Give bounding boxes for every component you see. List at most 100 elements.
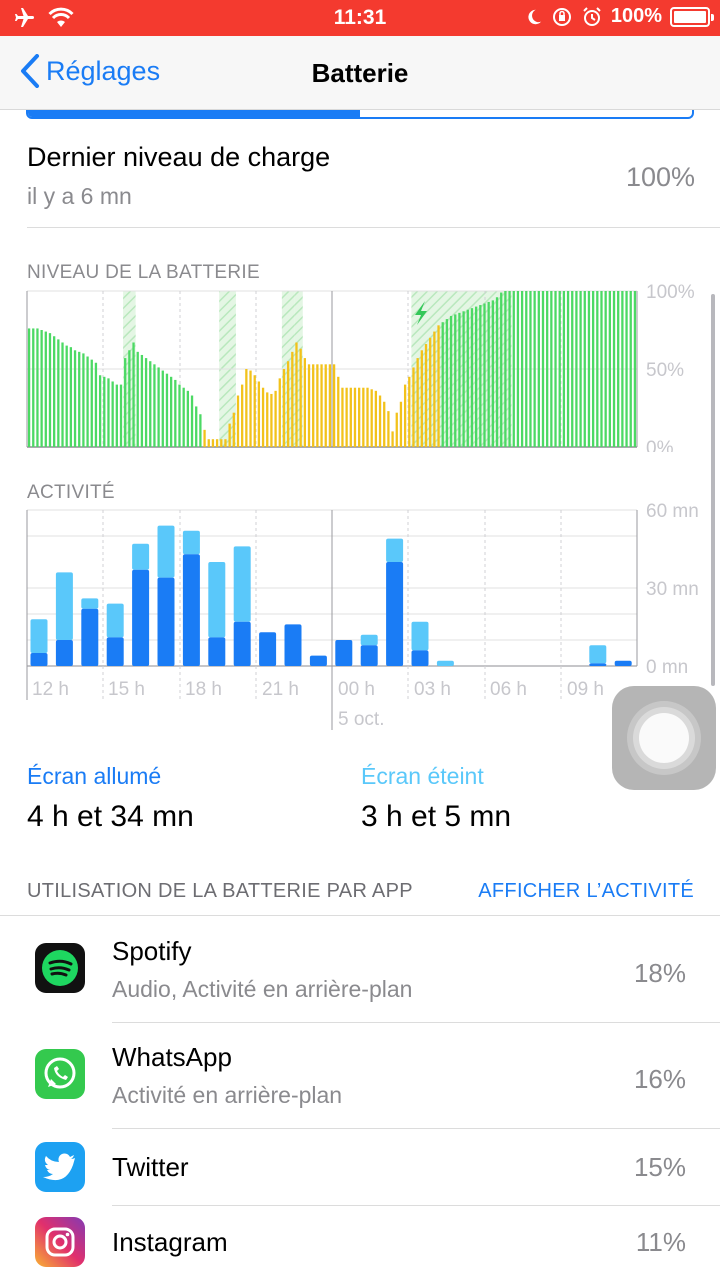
last-charge-time: il y a 6 mn [27,183,132,209]
status-time: 11:31 [333,6,387,29]
activity-bar-screen-on [411,650,429,666]
battery-bar [420,350,423,447]
period-segmented-control[interactable] [26,110,694,119]
battery-bar [479,305,482,447]
battery-bar [32,328,35,447]
battery-bar [358,387,361,447]
activity-bar-screen-on [106,637,124,666]
last-charge-value: 100% [625,162,695,192]
app-subtitle: Activité en arrière-plan [112,1082,343,1108]
apps-section-header: UTILISATION DE LA BATTERIE PAR APP AFFIC… [27,880,694,903]
activity-bar-screen-on [589,663,607,666]
navigation-bar: Réglages Batterie [0,36,720,110]
activity-bar-screen-on [360,645,378,666]
battery-bar [190,395,194,447]
battery-y-label: 100% [646,282,695,303]
activity-bar-screen-off [386,538,404,562]
app-row-spotify[interactable]: Spotify Audio, Activité en arrière-plan … [0,930,720,1022]
activity-bar-screen-on [233,621,251,666]
battery-bar [629,291,632,447]
battery-bar [579,291,582,447]
battery-bar [612,291,616,447]
battery-bar [575,291,578,447]
battery-bar [362,387,365,447]
status-bar: 11:31 100% [0,0,720,36]
app-name: WhatsApp [112,1042,232,1072]
battery-bar [462,311,465,447]
screen-off-label: Écran éteint [361,763,484,789]
assistive-touch-button[interactable] [612,686,716,790]
page-title: Batterie [311,58,409,88]
battery-bar [103,376,106,447]
activity-x-label: 06 h [490,679,527,700]
battery-bar [303,358,306,447]
battery-bar [596,291,599,447]
battery-bar [587,291,591,447]
battery-bar [424,344,428,447]
battery-bar [470,308,474,447]
battery-bar [220,439,223,447]
activity-bar-screen-off [208,562,226,638]
battery-bar [529,291,532,447]
battery-bar [144,358,148,447]
show-activity-button[interactable]: AFFICHER L’ACTIVITÉ [478,880,694,902]
battery-bar [374,390,378,447]
app-row-instagram[interactable]: Instagram 11% [0,1207,720,1280]
activity-bar-screen-on [386,562,404,666]
scroll-indicator[interactable] [711,294,715,686]
back-button[interactable]: Réglages [20,54,160,88]
battery-bar [395,412,398,447]
battery-bar [604,291,607,447]
whatsapp-icon [35,1049,85,1099]
battery-bar [412,367,415,447]
battery-bar [554,291,557,447]
battery-bar [44,331,47,447]
battery-bar [349,387,352,447]
activity-bar-screen-on [335,640,353,666]
app-row-twitter[interactable]: Twitter 15% [0,1130,720,1206]
activity-x-label: 09 h [567,679,604,700]
battery-bar [537,291,540,447]
battery-bar [312,364,315,447]
app-subtitle: Audio, Activité en arrière-plan [112,976,413,1002]
activity-x-label: 12 h [32,679,69,700]
battery-bar [408,376,411,447]
battery-bar [257,381,261,447]
battery-bar [215,439,219,447]
twitter-icon [35,1142,85,1192]
activity-bar-screen-off [81,598,99,609]
app-name: Instagram [112,1227,228,1257]
activity-x-label: 00 h [338,679,375,700]
app-percent: 15% [633,1152,686,1182]
battery-bar [40,330,43,447]
segment-active[interactable] [28,110,360,117]
battery-bar [128,350,131,447]
battery-bar [550,291,553,447]
battery-bar [211,439,215,447]
battery-bar [90,359,93,447]
battery-level-chart: 100% 50% 0% [26,282,695,452]
apps-section-title: UTILISATION DE LA BATTERIE PAR APP [27,880,413,902]
battery-bar [546,291,549,447]
battery-bar [253,375,256,447]
battery-bar [111,381,114,447]
chevron-left-icon [21,54,39,88]
battery-bar [207,439,210,447]
battery-bar [153,364,156,447]
battery-bar [316,364,319,447]
activity-bar-screen-on [55,640,73,666]
last-charge-title: Dernier niveau de charge [27,142,331,172]
activity-x-label: 15 h [108,679,145,700]
battery-bar [249,370,252,447]
battery-bar [504,291,507,447]
app-row-whatsapp[interactable]: WhatsApp Activité en arrière-plan 16% [0,1036,720,1128]
battery-bar [274,390,277,447]
screen-off-value: 3 h et 5 mn [361,800,512,833]
battery-bar [562,291,566,447]
battery-bar [78,351,81,447]
activity-bar-screen-off [132,543,150,570]
battery-bar [403,384,407,447]
battery-bar [295,342,298,447]
battery-bar [445,319,449,447]
battery-bar [433,331,436,447]
